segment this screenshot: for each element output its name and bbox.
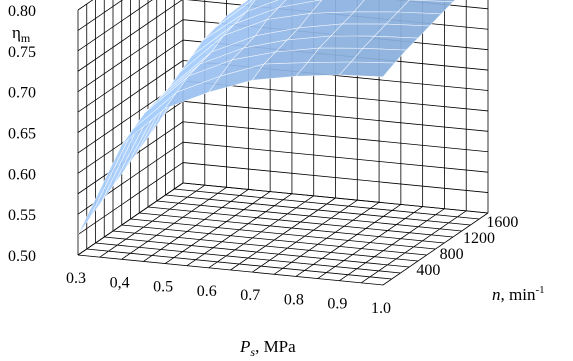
z-tick-label: 0.50	[8, 248, 36, 265]
floor-grid-line	[86, 248, 392, 280]
back-wall-grid-line	[182, 100, 489, 132]
z-tick-label: 0.60	[8, 166, 36, 183]
z-tick-label: 0.55	[8, 207, 36, 224]
floor-grid-line	[112, 230, 419, 262]
floor-grid-line	[165, 194, 471, 226]
side-wall-grid-line	[77, 182, 184, 256]
z-tick-label: 0.75	[8, 44, 36, 61]
tick-layer: 0.50 0.55 0.60 0.65 0.70 0.75 0.80 0.3 0,4 0.5 0.6…	[8, 3, 518, 317]
z-tick-label: 0.65	[8, 126, 36, 143]
floor-grid-line	[121, 224, 427, 256]
y-axis-title: n, min-1	[492, 284, 545, 304]
floor-grid-line	[139, 212, 445, 244]
back-wall-grid-line	[182, 182, 489, 214]
side-wall-grid-line	[77, 162, 184, 235]
z-tick-label: 0.80	[8, 3, 36, 20]
back-wall-grid-line	[182, 162, 489, 193]
side-wall-grid-line	[77, 60, 184, 133]
floor-grid-line	[77, 254, 384, 286]
back-wall-grid-line	[182, 80, 489, 112]
x-tick-label: 0.6	[197, 283, 217, 300]
y-tick-label: 1200	[463, 230, 495, 247]
back-wall-grid-line	[182, 121, 489, 153]
surface-patch	[121, 91, 178, 146]
side-wall-grid-line	[77, 39, 184, 113]
floor-grid-line	[95, 242, 401, 274]
side-wall-grid-line	[77, 19, 184, 92]
y-tick-label: 400	[416, 262, 440, 279]
z-tick-label: 0.70	[8, 85, 36, 102]
floor-grid-line	[147, 206, 454, 238]
x-tick-label: 0.8	[284, 291, 304, 308]
side-wall-grid-line	[77, 0, 153, 52]
floor-grid-line	[156, 200, 462, 232]
surface-layer	[77, 0, 456, 235]
floor-grid-line	[174, 188, 480, 220]
x-axis-title: Ps, MPa	[239, 337, 296, 359]
floor-grid-line	[104, 236, 410, 268]
x-tick-label: 0.7	[240, 287, 260, 304]
z-axis-title: ηm	[12, 23, 31, 45]
x-tick-label: 0,4	[110, 274, 130, 291]
back-wall-grid-line	[182, 141, 489, 173]
side-wall-grid-line	[77, 0, 183, 72]
y-tick-label: 1600	[486, 214, 518, 231]
x-tick-label: 1.0	[371, 300, 391, 317]
surface-patch	[338, 61, 396, 78]
y-tick-label: 800	[440, 246, 464, 263]
floor-grid-line	[130, 218, 436, 250]
x-tick-label: 0.5	[153, 279, 173, 296]
side-wall-grid-line	[77, 0, 124, 31]
x-tick-label: 0.3	[66, 270, 86, 287]
x-tick-label: 0.9	[327, 296, 347, 313]
